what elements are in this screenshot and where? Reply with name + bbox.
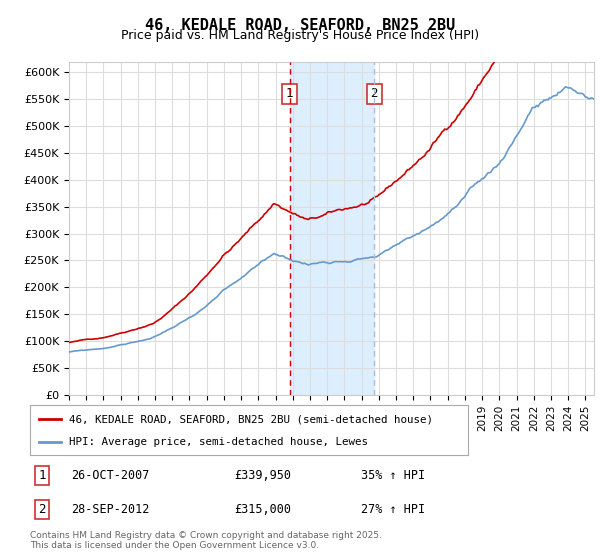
Text: Contains HM Land Registry data © Crown copyright and database right 2025.
This d: Contains HM Land Registry data © Crown c…: [30, 531, 382, 550]
Text: £339,950: £339,950: [234, 469, 291, 482]
Text: HPI: Average price, semi-detached house, Lewes: HPI: Average price, semi-detached house,…: [70, 437, 368, 447]
Bar: [290, 62, 374, 395]
Text: 46, KEDALE ROAD, SEAFORD, BN25 2BU: 46, KEDALE ROAD, SEAFORD, BN25 2BU: [145, 18, 455, 33]
Text: 2: 2: [371, 87, 378, 100]
Text: 2: 2: [38, 503, 46, 516]
Text: 26-OCT-2007: 26-OCT-2007: [71, 469, 150, 482]
Text: £315,000: £315,000: [234, 503, 291, 516]
Text: 1: 1: [38, 469, 46, 482]
Text: Price paid vs. HM Land Registry's House Price Index (HPI): Price paid vs. HM Land Registry's House …: [121, 29, 479, 42]
Text: 1: 1: [286, 87, 293, 100]
Text: 28-SEP-2012: 28-SEP-2012: [71, 503, 150, 516]
Text: 35% ↑ HPI: 35% ↑ HPI: [361, 469, 425, 482]
Text: 46, KEDALE ROAD, SEAFORD, BN25 2BU (semi-detached house): 46, KEDALE ROAD, SEAFORD, BN25 2BU (semi…: [70, 414, 433, 424]
Text: 27% ↑ HPI: 27% ↑ HPI: [361, 503, 425, 516]
